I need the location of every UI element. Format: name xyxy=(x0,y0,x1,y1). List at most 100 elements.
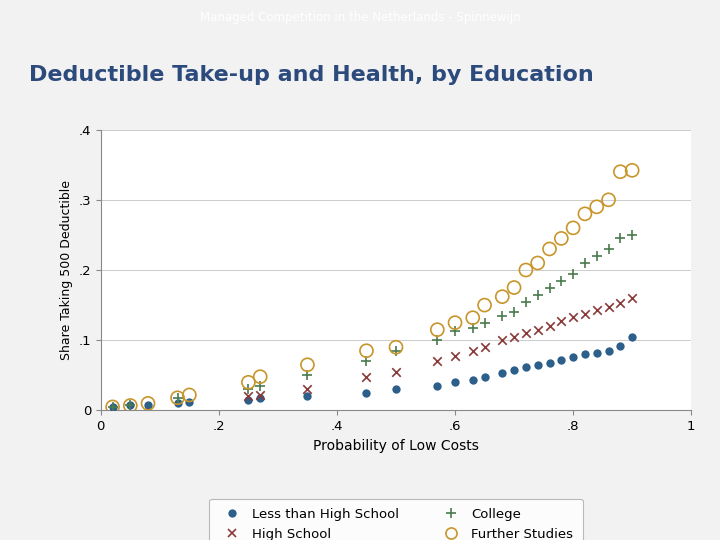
Less than High School xyxy=(449,378,461,387)
Less than High School xyxy=(520,362,531,371)
Less than High School xyxy=(243,395,254,404)
Less than High School xyxy=(302,392,313,401)
Further Studies xyxy=(520,266,531,274)
Less than High School xyxy=(591,348,603,357)
High School xyxy=(390,367,402,376)
Further Studies xyxy=(567,224,579,232)
Further Studies xyxy=(361,347,372,355)
Less than High School xyxy=(544,359,555,367)
College xyxy=(107,403,118,411)
Further Studies xyxy=(125,401,136,410)
Less than High School xyxy=(626,333,638,341)
College xyxy=(254,381,266,390)
High School xyxy=(603,302,614,311)
High School xyxy=(520,329,531,338)
High School xyxy=(544,322,555,330)
Less than High School xyxy=(431,381,443,390)
High School xyxy=(567,313,579,321)
Less than High School xyxy=(556,355,567,364)
Y-axis label: Share Taking 500 Deductible: Share Taking 500 Deductible xyxy=(60,180,73,360)
College xyxy=(508,308,520,316)
Less than High School xyxy=(107,403,118,411)
Text: Deductible Take-up and Health, by Education: Deductible Take-up and Health, by Educat… xyxy=(29,65,593,85)
High School xyxy=(497,336,508,345)
College xyxy=(579,259,590,267)
High School xyxy=(508,333,520,341)
Further Studies xyxy=(431,325,443,334)
High School xyxy=(361,373,372,381)
Less than High School xyxy=(497,369,508,377)
High School xyxy=(579,309,590,318)
Further Studies xyxy=(390,343,402,352)
High School xyxy=(467,347,479,355)
College xyxy=(556,276,567,285)
College xyxy=(532,291,544,299)
College xyxy=(390,347,402,355)
High School xyxy=(302,385,313,394)
Less than High School xyxy=(567,353,579,361)
Further Studies xyxy=(497,292,508,301)
Less than High School xyxy=(361,389,372,397)
Further Studies xyxy=(615,167,626,176)
College xyxy=(591,252,603,260)
Less than High School xyxy=(184,397,195,406)
Further Studies xyxy=(556,234,567,243)
Further Studies xyxy=(449,319,461,327)
College xyxy=(615,234,626,243)
Less than High School xyxy=(579,350,590,359)
High School xyxy=(431,357,443,366)
Less than High School xyxy=(532,361,544,369)
High School xyxy=(591,306,603,314)
College xyxy=(302,371,313,380)
Further Studies xyxy=(508,283,520,292)
Further Studies xyxy=(467,313,479,322)
Further Studies xyxy=(184,390,195,399)
College xyxy=(544,283,555,292)
High School xyxy=(556,316,567,325)
College xyxy=(125,401,136,409)
High School xyxy=(626,294,638,302)
Less than High School xyxy=(467,376,479,384)
College xyxy=(431,336,443,345)
College xyxy=(467,323,479,332)
Further Studies xyxy=(603,195,614,204)
Less than High School xyxy=(479,373,490,382)
X-axis label: Probability of Low Costs: Probability of Low Costs xyxy=(313,438,479,453)
High School xyxy=(449,352,461,360)
Less than High School xyxy=(125,401,136,410)
College xyxy=(172,394,184,402)
College xyxy=(497,311,508,320)
High School xyxy=(243,392,254,401)
Further Studies xyxy=(591,202,603,211)
College xyxy=(520,297,531,306)
Further Studies xyxy=(479,301,490,309)
Less than High School xyxy=(603,347,614,355)
Further Studies xyxy=(254,373,266,381)
Further Studies xyxy=(107,403,118,411)
High School xyxy=(615,299,626,307)
Further Studies xyxy=(579,210,590,218)
College xyxy=(626,231,638,239)
High School xyxy=(254,390,266,399)
College xyxy=(361,357,372,366)
Further Studies xyxy=(302,361,313,369)
Further Studies xyxy=(143,399,154,408)
College xyxy=(449,327,461,335)
Further Studies xyxy=(243,378,254,387)
High School xyxy=(532,325,544,334)
Further Studies xyxy=(172,394,184,402)
Less than High School xyxy=(254,394,266,402)
Less than High School xyxy=(615,341,626,350)
Less than High School xyxy=(390,385,402,394)
Legend: Less than High School, High School, College, Further Studies: Less than High School, High School, Coll… xyxy=(210,499,582,540)
Further Studies xyxy=(532,259,544,267)
College xyxy=(567,269,579,278)
High School xyxy=(479,343,490,352)
College xyxy=(603,245,614,253)
Further Studies xyxy=(626,166,638,174)
College xyxy=(243,385,254,394)
Further Studies xyxy=(544,245,555,253)
Less than High School xyxy=(508,366,520,375)
Less than High School xyxy=(172,399,184,408)
Less than High School xyxy=(143,401,154,409)
